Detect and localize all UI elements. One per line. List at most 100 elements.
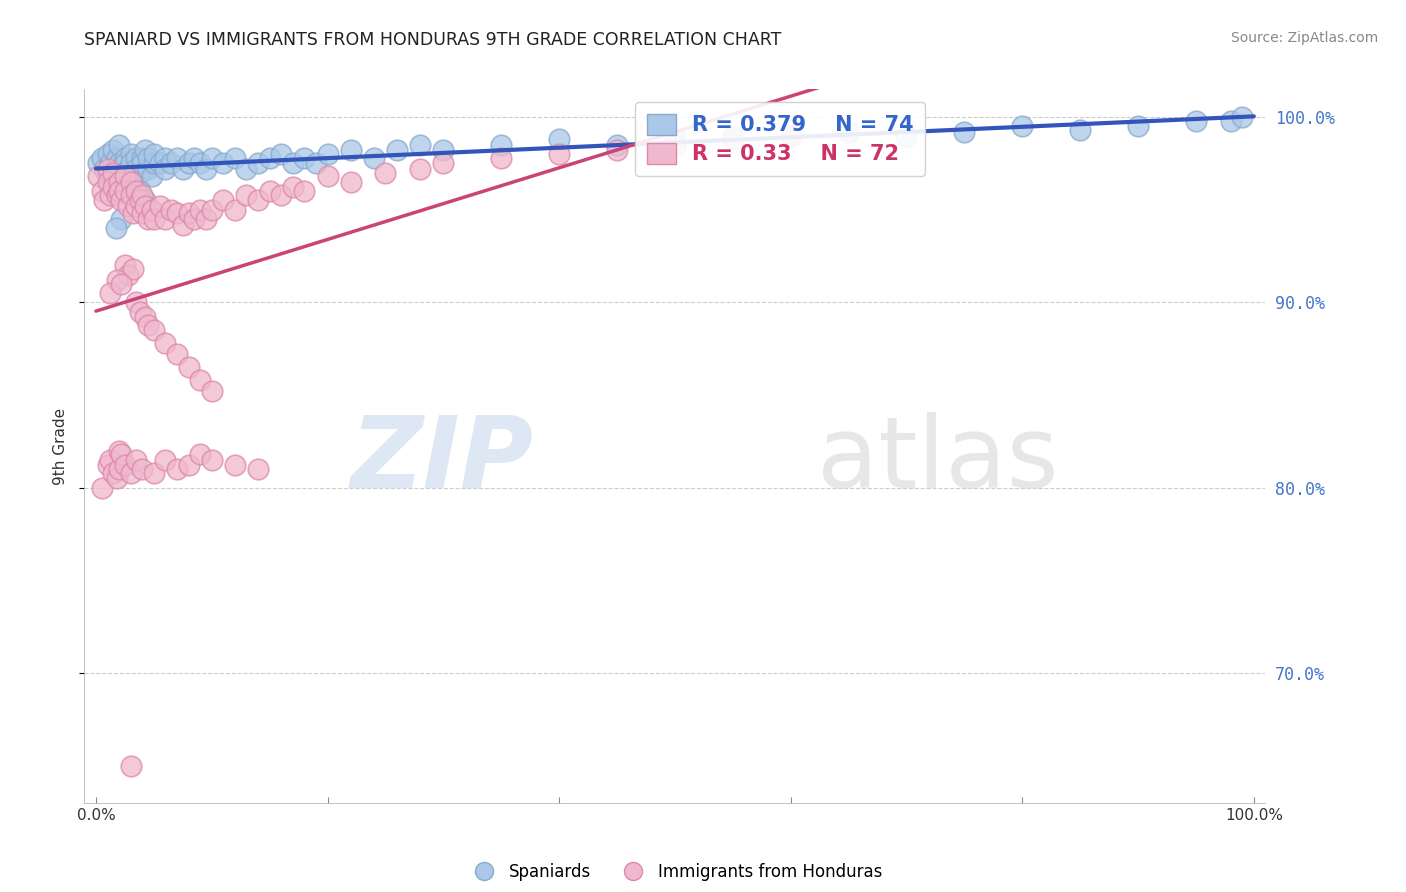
Point [131,462,153,476]
Point [188,373,211,387]
Point [103,144,125,158]
Point [122,262,145,277]
Point [779,128,801,143]
Text: ZIP: ZIP [350,412,533,508]
Point [98,187,121,202]
Point [122,169,145,184]
Point [155,336,177,351]
Point [142,323,165,337]
Point [114,184,136,198]
Point [136,211,159,226]
Point [149,199,172,213]
Point [122,206,145,220]
Point [183,151,205,165]
Point [120,466,142,480]
Point [125,295,148,310]
Point [1069,123,1091,137]
Point [108,137,131,152]
Point [363,151,385,165]
Point [166,347,188,361]
Point [129,194,152,208]
Point [188,447,211,461]
Point [896,128,918,143]
Point [117,268,139,282]
Point [194,161,217,176]
Point [292,151,315,165]
Point [166,151,188,165]
Point [96,147,118,161]
Point [98,453,121,467]
Point [664,137,686,152]
Point [110,447,132,461]
Point [117,161,139,176]
Point [160,156,183,170]
Point [339,144,361,158]
Point [131,206,153,220]
Point [108,184,131,198]
Point [247,462,270,476]
Point [224,458,246,473]
Point [131,187,153,202]
Point [177,206,200,220]
Point [120,187,142,202]
Point [129,184,152,198]
Text: atlas: atlas [817,412,1059,508]
Point [489,151,512,165]
Point [142,466,165,480]
Point [177,458,200,473]
Point [664,132,686,146]
Point [105,151,128,165]
Point [129,166,152,180]
Point [87,169,110,184]
Point [1011,120,1033,134]
Point [160,202,183,217]
Point [172,161,194,176]
Point [98,156,121,170]
Point [108,156,131,170]
Point [125,184,148,198]
Point [201,453,224,467]
Point [129,304,152,318]
Point [110,169,132,184]
Point [201,384,224,399]
Text: Source: ZipAtlas.com: Source: ZipAtlas.com [1230,31,1378,45]
Point [125,453,148,467]
Point [166,462,188,476]
Point [953,125,976,139]
Point [136,318,159,332]
Point [201,202,224,217]
Point [90,151,112,165]
Point [316,147,339,161]
Point [177,156,200,170]
Point [305,156,328,170]
Legend: Spaniards, Immigrants from Honduras: Spaniards, Immigrants from Honduras [461,856,889,888]
Point [201,151,224,165]
Point [235,187,257,202]
Point [93,194,115,208]
Point [136,161,159,176]
Point [1185,113,1208,128]
Point [212,156,235,170]
Point [114,151,136,165]
Point [224,202,246,217]
Point [114,156,136,170]
Point [606,144,628,158]
Point [98,286,121,301]
Point [432,156,454,170]
Point [270,187,292,202]
Point [188,156,211,170]
Point [270,147,292,161]
Point [166,206,188,220]
Point [409,137,432,152]
Point [105,273,128,287]
Point [339,175,361,189]
Point [155,211,177,226]
Point [114,169,136,184]
Point [142,156,165,170]
Point [281,156,304,170]
Point [108,175,131,189]
Point [110,277,132,291]
Point [136,151,159,165]
Point [103,180,125,194]
Point [103,166,125,180]
